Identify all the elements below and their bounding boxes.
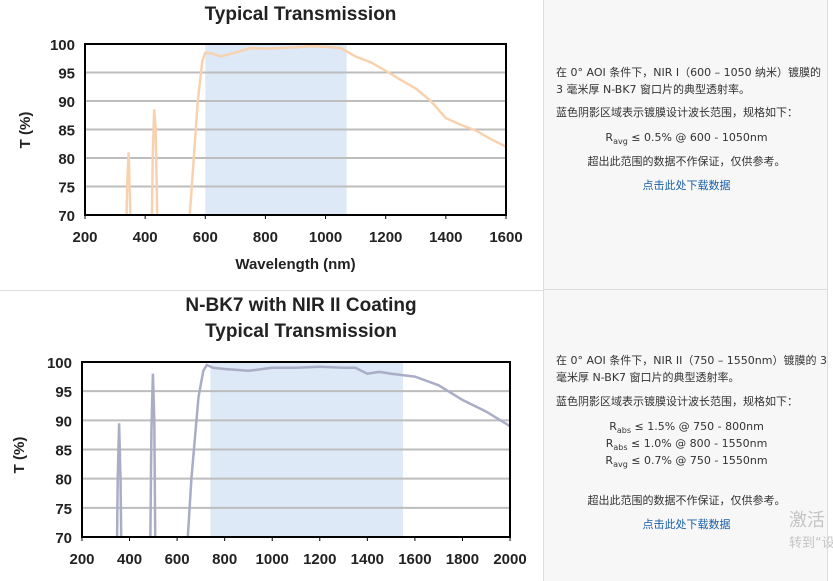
y-tick-label: 70 [58, 208, 75, 225]
spec-text: ≤ 1.5% @ 750 - 800nm [634, 420, 764, 433]
spec-intro: 蓝色阴影区域表示镀膜设计波长范围，规格如下： [556, 395, 798, 408]
x-tick-label: 2000 [493, 551, 526, 568]
spec-text: ≤ 0.7% @ 750 - 1550nm [631, 454, 768, 467]
spec: Rabs ≤ 1.0% @ 800 - 1550nm [544, 435, 829, 456]
y-tick-label: 75 [55, 501, 72, 518]
chart: 70 75 80 85 90 95 100 200 400 600 800 1000 1200 1400 1… [11, 295, 527, 568]
spec-sub: avg [613, 137, 628, 147]
y-tick-label: 85 [58, 123, 75, 140]
chart-title: N-BK7 with NIR II Coating [185, 295, 416, 316]
description-panel: 在 0° AOI 条件下，NIR II（750 – 1550nm）镀膜的 3 毫… [543, 290, 828, 581]
chart-title: Typical Transmission [205, 4, 397, 25]
y-axis-label: T (%) [17, 112, 34, 149]
chart-title: N-BK7 with NIR I Coating [188, 0, 414, 1]
x-tick-label: 1400 [351, 551, 384, 568]
chart: 70 75 80 85 90 95 100 200 400 600 800 1000 1200 1400 1… [17, 0, 523, 273]
download-link[interactable]: 点击此处下载数据 [642, 518, 731, 531]
x-tick-label: 1400 [429, 229, 462, 246]
y-tick-label: 90 [58, 94, 75, 111]
download-link[interactable]: 点击此处下载数据 [642, 179, 731, 192]
x-tick-label: 400 [117, 551, 142, 568]
spec: Rabs ≤ 1.5% @ 750 - 800nm [544, 418, 829, 439]
y-axis-label: T (%) [11, 437, 28, 474]
y-tick-label: 75 [58, 180, 75, 197]
x-tick-label: 1000 [309, 229, 342, 246]
intro: 在 0° AOI 条件下，NIR II（750 – 1550nm）镀膜的 3 毫… [556, 354, 827, 384]
spec: Ravg ≤ 0.5% @ 600 - 1050nm [544, 129, 829, 150]
y-tick-label: 95 [58, 66, 75, 83]
x-tick-label: 200 [72, 229, 97, 246]
x-tick-label: 1600 [489, 229, 522, 246]
spec-text: ≤ 0.5% @ 600 - 1050nm [631, 131, 768, 144]
spec-sub: abs [616, 426, 631, 436]
y-tick-label: 70 [55, 530, 72, 547]
transmission-line [115, 363, 510, 537]
x-tick-label: 800 [212, 551, 237, 568]
x-tick-label: 1200 [369, 229, 402, 246]
spec-intro: 蓝色阴影区域表示镀膜设计波长范围，规格如下： [556, 106, 798, 119]
y-tick-label: 100 [47, 355, 72, 372]
watermark: 激活 [789, 510, 825, 531]
transmission-line [125, 45, 506, 215]
plot-frame [81, 361, 511, 538]
spec-sub: avg [613, 460, 628, 470]
spec-symbol: R [605, 454, 614, 467]
spec-text: ≤ 1.0% @ 800 - 1550nm [631, 437, 768, 450]
x-tick-label: 800 [253, 229, 278, 246]
x-tick-label: 600 [193, 229, 218, 246]
y-tick-label: 80 [58, 151, 75, 168]
spec-symbol: R [605, 437, 614, 450]
x-tick-label: 1800 [446, 551, 479, 568]
y-tick-label: 100 [50, 37, 75, 54]
y-tick-label: 85 [55, 443, 72, 460]
chart-title: Typical Transmission [205, 321, 397, 342]
intro: 在 0° AOI 条件下，NIR I（600 – 1050 纳米）镀膜的 3 毫… [556, 66, 822, 96]
divider [0, 290, 543, 291]
x-tick-label: 600 [165, 551, 190, 568]
x-axis-label: Wavelength (nm) [235, 256, 355, 273]
spec-symbol: R [605, 131, 614, 144]
note: 超出此范围的数据不作保证，仅供参考。 [587, 494, 786, 507]
spec-sub: abs [613, 443, 628, 453]
x-tick-label: 1000 [256, 551, 289, 568]
y-tick-label: 95 [55, 384, 72, 401]
watermark: 转到“设 [789, 536, 833, 551]
description-panel: 在 0° AOI 条件下，NIR I（600 – 1050 纳米）镀膜的 3 毫… [543, 0, 828, 290]
x-tick-label: 1200 [303, 551, 336, 568]
x-tick-label: 400 [133, 229, 158, 246]
spec: Ravg ≤ 0.7% @ 750 - 1550nm [544, 452, 829, 473]
x-tick-label: 200 [69, 551, 94, 568]
y-tick-label: 90 [55, 413, 72, 430]
spec-symbol: R [609, 420, 617, 433]
y-tick-label: 80 [55, 472, 72, 489]
note: 超出此范围的数据不作保证，仅供参考。 [587, 155, 786, 168]
x-tick-label: 1600 [398, 551, 431, 568]
plot-frame [84, 43, 507, 216]
